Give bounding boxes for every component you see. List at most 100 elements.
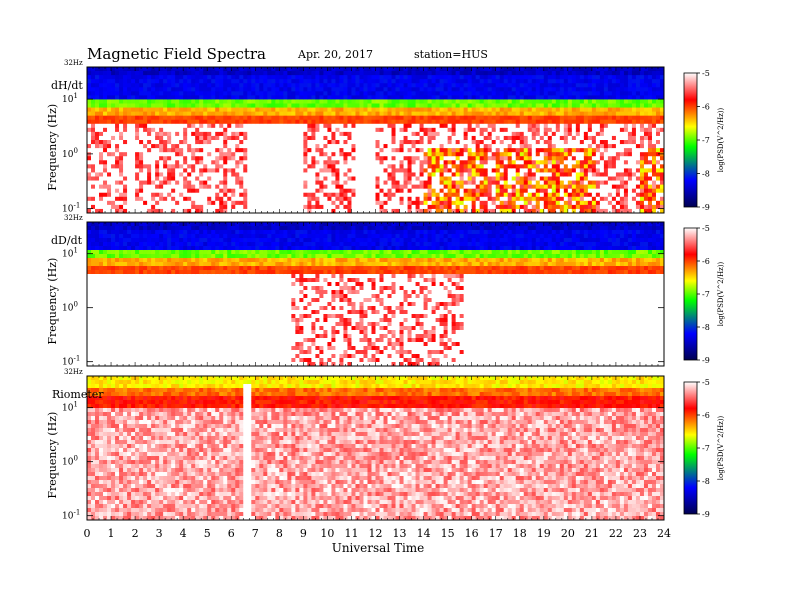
spectrogram-cell (615, 168, 621, 173)
spectrogram-cell (131, 140, 136, 145)
spectrogram-cell (135, 67, 140, 72)
spectrogram-cell (387, 184, 392, 190)
spectrogram-cell (139, 67, 144, 72)
spectrogram-cell (335, 176, 340, 181)
spectrogram-cell (155, 180, 160, 186)
spectrogram-cell (299, 123, 304, 129)
spectrogram-cell (419, 192, 424, 198)
spectrogram-cell (315, 200, 320, 206)
spectrogram-cell (131, 123, 136, 129)
spectrogram-cell (415, 148, 420, 153)
spectrogram-cell (295, 115, 300, 121)
spectrogram-cell (531, 83, 537, 88)
spectrogram-cell (235, 91, 240, 96)
spectrogram-cell (515, 67, 521, 72)
spectrogram-cell (335, 107, 340, 113)
spectrogram-cell (379, 99, 384, 104)
spectrogram-cell (315, 67, 320, 72)
spectrogram-cell (435, 107, 441, 113)
spectrogram-cell (95, 119, 100, 125)
spectrogram-cell (347, 95, 352, 100)
spectrogram-cell (639, 123, 645, 129)
spectrogram-cell (543, 156, 549, 161)
spectrogram-cell (251, 148, 256, 153)
spectrogram-cell (551, 67, 557, 72)
spectrogram-cell (191, 67, 196, 72)
spectrogram-cell (251, 180, 256, 186)
spectrogram-cell (619, 188, 625, 194)
spectrogram-cell (623, 204, 629, 210)
spectrogram-cell (531, 184, 537, 190)
spectrogram-cell (395, 196, 400, 202)
spectrogram-cell (279, 71, 284, 76)
spectrogram-cell (315, 184, 320, 190)
spectrogram-cell (455, 164, 461, 169)
spectrogram-cell (407, 115, 412, 121)
spectrogram-cell (375, 111, 380, 117)
spectrogram-cell (279, 131, 284, 137)
spectrogram-cell (591, 200, 597, 206)
spectrogram-cell (135, 115, 140, 121)
spectrogram-cell (559, 71, 565, 76)
spectrogram-cell (451, 131, 457, 137)
spectrogram-cell (351, 156, 356, 161)
spectrogram-cell (99, 99, 104, 104)
spectrogram-cell (523, 135, 529, 141)
spectrogram-cell (619, 119, 625, 125)
spectrogram-cell (223, 140, 228, 145)
spectrogram-cell (575, 144, 581, 149)
spectrogram-cell (503, 119, 509, 125)
spectrogram-cell (511, 135, 517, 141)
spectrogram-cell (491, 107, 497, 113)
spectrogram-cell (463, 144, 469, 149)
spectrogram-cell (571, 79, 577, 84)
spectrogram-cell (199, 200, 204, 206)
spectrogram-cell (399, 127, 404, 133)
spectrogram-cell (407, 123, 412, 129)
spectrogram-cell (311, 180, 316, 186)
spectrogram-cell (163, 135, 168, 141)
spectrogram-cell (95, 180, 100, 186)
spectrogram-cell (447, 164, 453, 169)
spectrogram-cell (171, 152, 176, 157)
spectrogram-cell (487, 180, 493, 186)
spectrogram-cell (515, 208, 521, 214)
spectrogram-cell (203, 152, 208, 157)
spectrogram-cell (327, 176, 332, 181)
spectrogram-cell (211, 91, 216, 96)
spectrogram-cell (627, 200, 633, 206)
spectrogram-cell (607, 127, 613, 133)
spectrogram-cell (127, 91, 132, 96)
spectrogram-cell (159, 83, 164, 88)
spectrogram-cell (591, 135, 597, 141)
spectrogram-cell (255, 91, 260, 96)
spectrogram-cell (167, 196, 172, 202)
spectrogram-cell (291, 160, 296, 165)
spectrogram-cell (131, 160, 136, 165)
spectrogram-cell (175, 107, 180, 113)
spectrogram-cell (107, 67, 112, 72)
spectrogram-cell (283, 144, 288, 149)
spectrogram-cell (143, 192, 148, 198)
spectrogram-cell (323, 67, 328, 72)
spectrogram-cell (331, 192, 336, 198)
spectrogram-cell (491, 91, 497, 96)
spectrogram-cell (595, 184, 601, 190)
spectrogram-cell (475, 144, 481, 149)
spectrogram-cell (579, 176, 585, 181)
spectrogram-cell (335, 79, 340, 84)
spectrogram-cell (395, 127, 400, 133)
spectrogram-cell (339, 184, 344, 190)
spectrogram-cell (107, 184, 112, 190)
spectrogram-cell (507, 156, 513, 161)
spectrogram-cell (519, 188, 525, 194)
spectrogram-cell (343, 99, 348, 104)
spectrogram-cell (319, 131, 324, 137)
spectrogram-cell (479, 208, 485, 214)
spectrogram-cell (575, 180, 581, 186)
spectrogram-cell (599, 79, 605, 84)
spectrogram-cell (355, 196, 360, 202)
spectrogram-cell (455, 123, 461, 129)
spectrogram-cell (103, 156, 108, 161)
spectrogram-cell (563, 184, 569, 190)
